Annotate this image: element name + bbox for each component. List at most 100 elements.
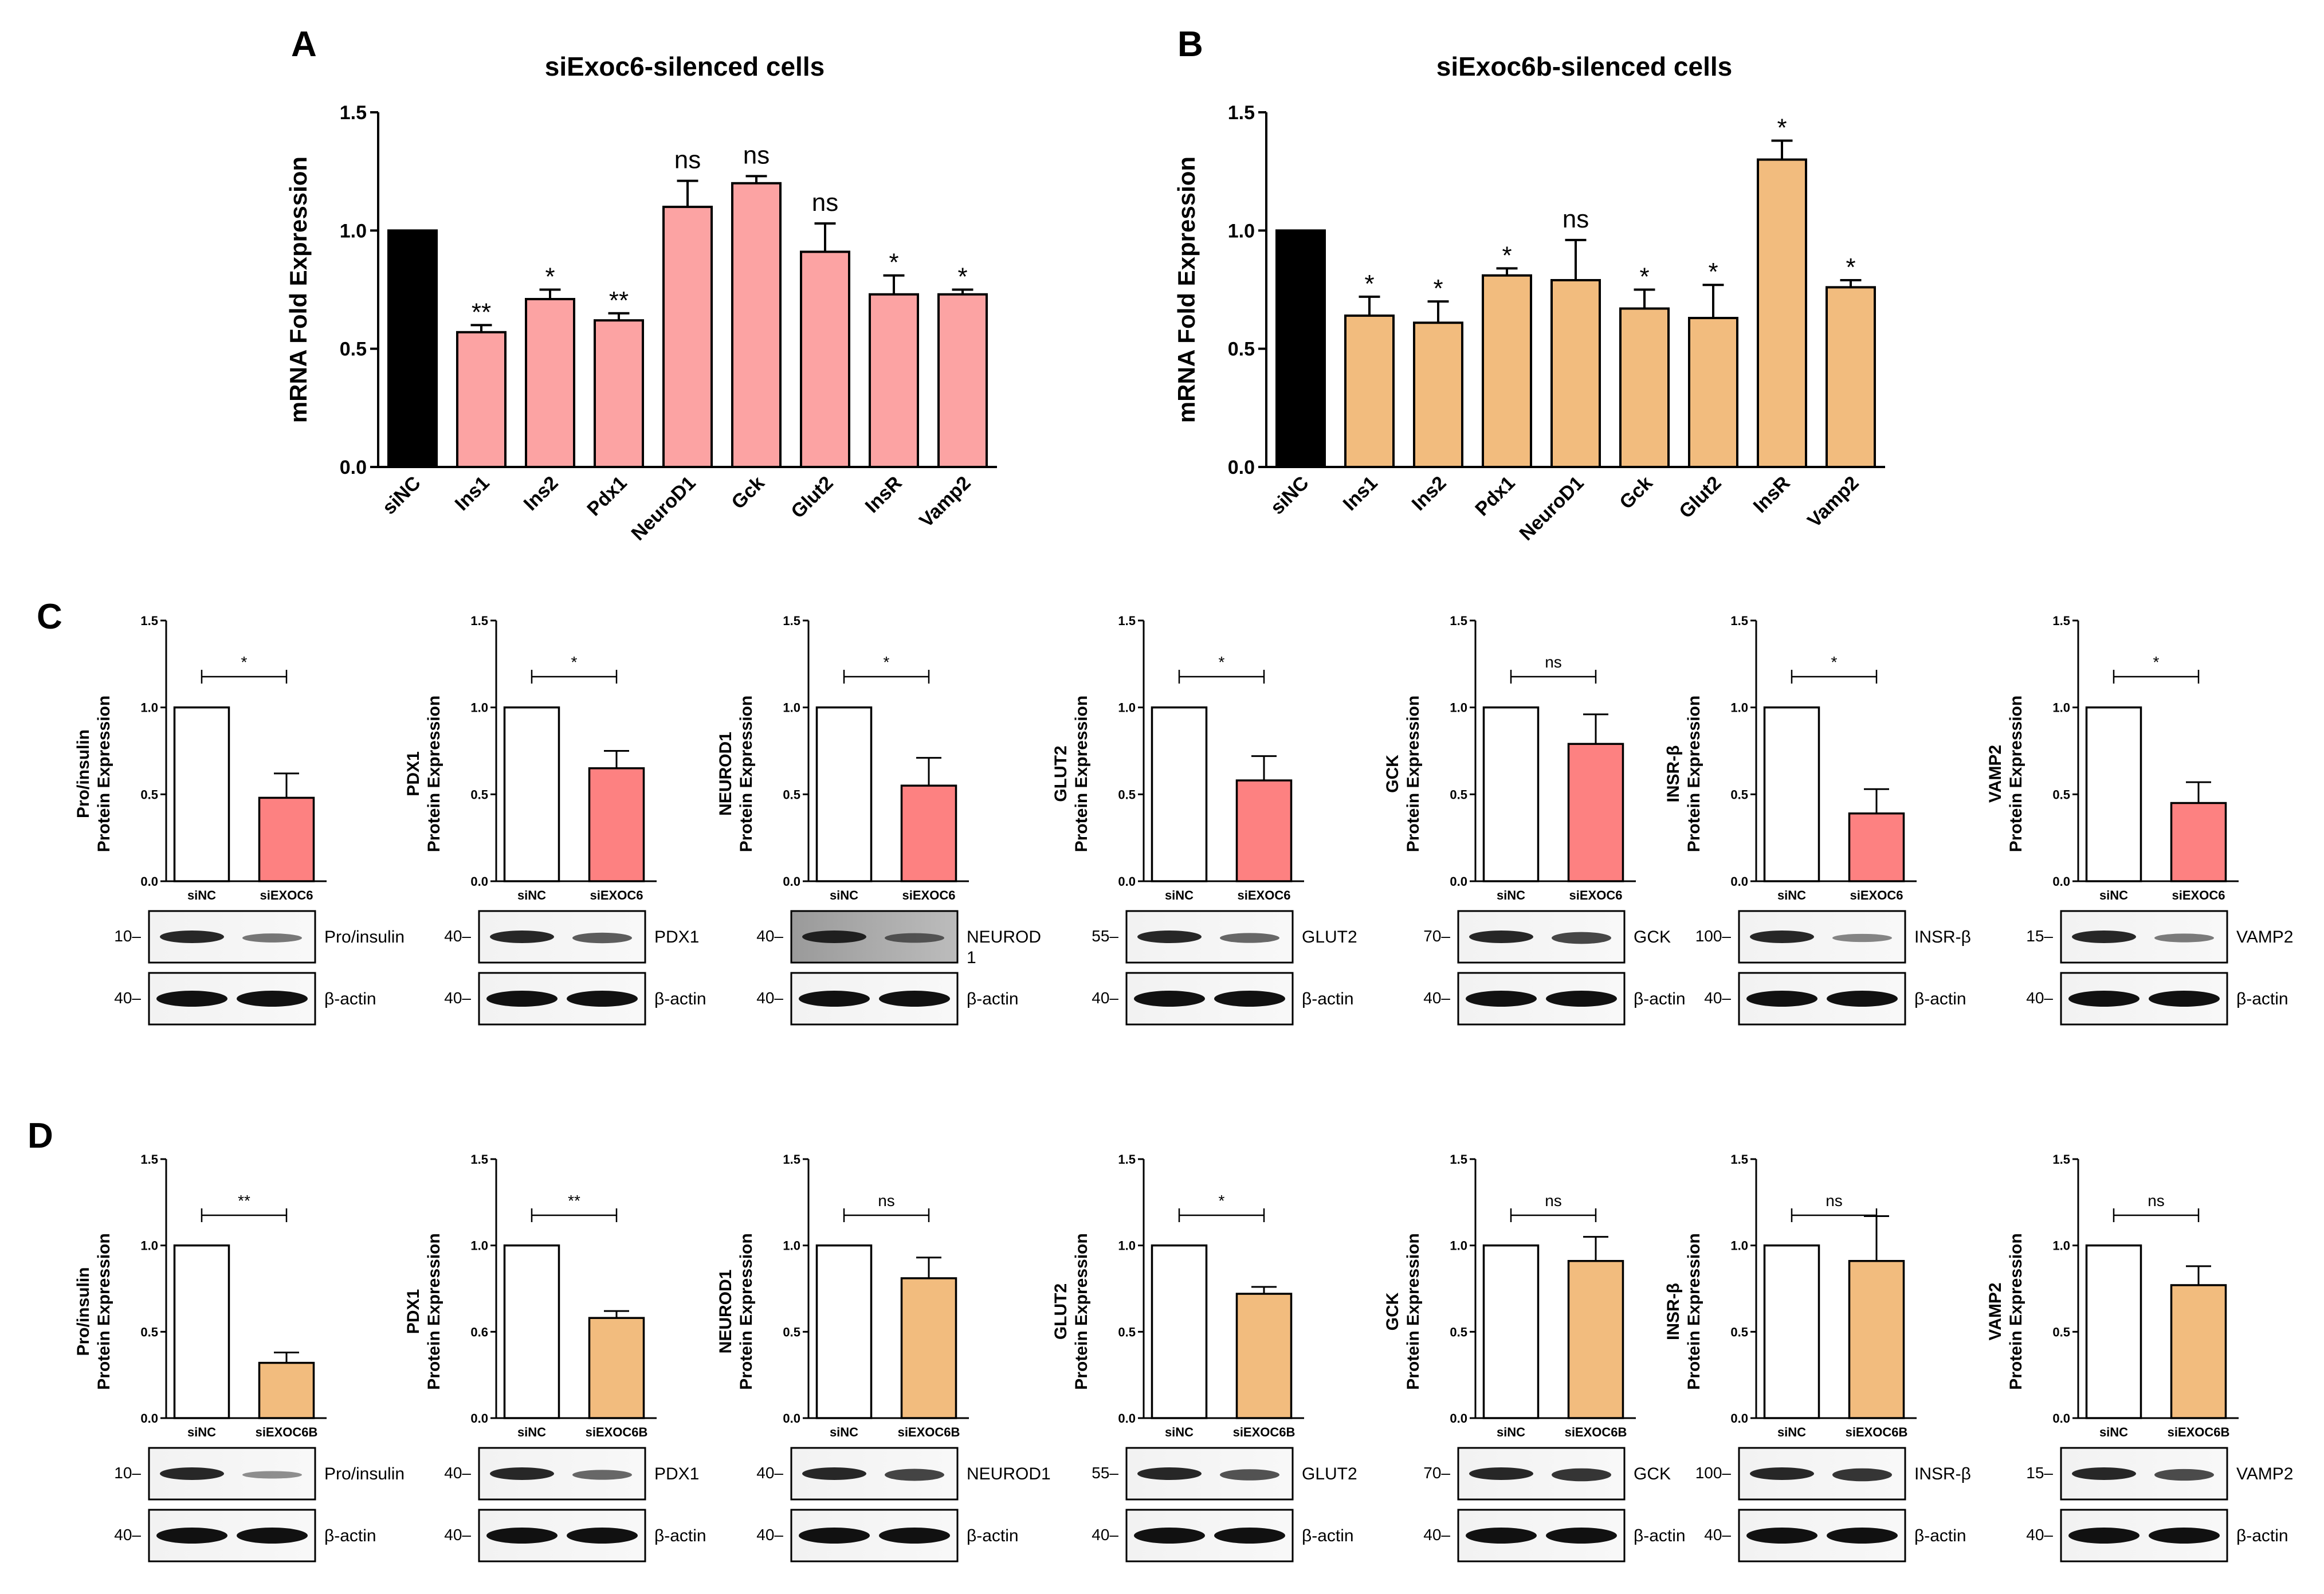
- y-tick-label: 1.0: [1450, 701, 1467, 715]
- blot-actin-mw: 40–: [2026, 1526, 2053, 1544]
- category-label: siNC: [187, 1425, 216, 1439]
- blot-band: [1466, 1528, 1537, 1544]
- blot-actin-mw: 40–: [114, 1526, 141, 1544]
- bar: [1344, 314, 1395, 468]
- blot-actin-label: β-actin: [1302, 1526, 1354, 1545]
- y-axis-label-line: PDX1: [404, 1289, 423, 1334]
- bar: [1763, 706, 1820, 882]
- blot-target-label: Pro/insulin: [324, 928, 405, 947]
- blot-band: [572, 1470, 632, 1480]
- blot-target-label: PDX1: [654, 928, 699, 947]
- y-axis-label-line: Protein Expression: [1404, 696, 1423, 852]
- blot-actin-label: β-actin: [324, 1526, 376, 1545]
- blot-band: [1469, 931, 1533, 943]
- y-tick-label: 1.5: [2052, 614, 2070, 628]
- blot-target-label: PDX1: [654, 1465, 699, 1483]
- significance-label: *: [1831, 653, 1838, 671]
- y-tick-label: 1.5: [1730, 614, 1748, 628]
- y-tick-label: 1.5: [1228, 102, 1255, 124]
- blot-target-mw: 40–: [444, 927, 471, 945]
- blot-target-label-line: PDX1: [654, 1465, 699, 1483]
- y-tick-label: 1.0: [2052, 1239, 2070, 1253]
- blot-band: [879, 991, 950, 1007]
- blot-band: [2072, 1467, 2136, 1480]
- y-axis-label: PDX1 Protein Expression: [404, 1233, 443, 1389]
- category-label: Vamp2: [915, 472, 975, 532]
- bar: [1235, 1293, 1293, 1419]
- y-axis-label-line: VAMP2: [1986, 745, 2005, 803]
- y-tick-label: 1.0: [470, 1239, 488, 1253]
- blot-target-label-line: GLUT2: [1302, 928, 1357, 947]
- y-axis-label: NEUROD1 Protein Expression: [716, 1233, 756, 1389]
- y-tick-label: 1.0: [1118, 1239, 1136, 1253]
- blot-band: [490, 931, 554, 943]
- blot-band: [567, 1528, 638, 1544]
- y-tick-label: 0.0: [2052, 1411, 2070, 1426]
- category-label: siEXOC6: [590, 888, 643, 902]
- blot-band: [1134, 1528, 1205, 1544]
- bar: [258, 796, 315, 882]
- blot-band: [802, 1467, 866, 1480]
- y-axis-label: INSR-β Protein Expression: [1664, 1233, 1703, 1389]
- y-tick-label: 0.5: [1228, 339, 1255, 360]
- y-tick-label: 0.0: [340, 457, 367, 478]
- category-label: Glut2: [1675, 472, 1725, 523]
- bar: [1826, 286, 1876, 468]
- significance-label: ns: [674, 146, 701, 174]
- blot-band: [1466, 991, 1537, 1007]
- y-tick-label: 0.0: [1450, 1411, 1467, 1426]
- blot-actin-mw: 40–: [1423, 1526, 1450, 1544]
- category-label: siNC: [2099, 1425, 2128, 1439]
- bar: [937, 293, 988, 469]
- blot-band: [1827, 991, 1898, 1007]
- blot-target-label: INSR-β: [1914, 928, 1971, 947]
- blot-band: [2072, 931, 2136, 943]
- western-blot-target: [2060, 1447, 2228, 1501]
- blot-actin-label: β-actin: [2236, 990, 2288, 1008]
- blot-target-label-line: Pro/insulin: [324, 928, 405, 947]
- significance-label: *: [1219, 653, 1225, 671]
- significance-label: *: [1639, 263, 1649, 291]
- bar: [173, 706, 230, 882]
- y-axis-label: Pro/insulin Protein Expression: [74, 696, 113, 852]
- blot-band: [237, 1528, 308, 1544]
- category-label: siEXOC6: [902, 888, 956, 902]
- western-blot-actin: [478, 972, 646, 1026]
- blot-actin-mw: 40–: [2026, 989, 2053, 1007]
- y-tick-label: 0.5: [1730, 1325, 1748, 1339]
- blot-band: [156, 1528, 227, 1544]
- y-tick-label: 0.5: [470, 787, 488, 802]
- y-axis-label-line: Protein Expression: [425, 696, 443, 852]
- blot-target-label-line: GCK: [1634, 928, 1671, 947]
- western-blot-target: [478, 910, 646, 964]
- category-label: siNC: [1266, 472, 1313, 519]
- western-blot-actin: [790, 1509, 959, 1562]
- significance-label: ns: [1563, 205, 1589, 233]
- y-axis-label-line: PDX1: [404, 751, 423, 796]
- blot-actin-mw: 40–: [1092, 1526, 1118, 1544]
- category-label: siNC: [2099, 888, 2128, 902]
- bar: [1482, 1244, 1540, 1419]
- blot-actin-mw: 40–: [1423, 989, 1450, 1007]
- western-blot-actin: [1738, 1509, 1906, 1562]
- western-blot-target: [1738, 1447, 1906, 1501]
- y-tick-label: 1.5: [783, 1152, 800, 1167]
- blot-target-label-line: VAMP2: [2236, 928, 2293, 947]
- blot-band: [1220, 1469, 1279, 1481]
- y-tick-label: 1.5: [1118, 614, 1136, 628]
- y-tick-label: 0.0: [2052, 874, 2070, 889]
- category-label: Vamp2: [1803, 472, 1863, 532]
- y-tick-label: 0.0: [470, 874, 488, 889]
- category-label: siNC: [1777, 888, 1806, 902]
- western-blot-actin: [1457, 1509, 1626, 1562]
- y-tick-label: 1.5: [470, 614, 488, 628]
- y-tick-label: 0.0: [1730, 874, 1748, 889]
- bar: [503, 706, 560, 882]
- y-axis-label-line: Protein Expression: [95, 1233, 113, 1389]
- blot-band: [1746, 1528, 1817, 1544]
- blot-actin-mw: 40–: [444, 989, 471, 1007]
- category-label: siNC: [517, 1425, 546, 1439]
